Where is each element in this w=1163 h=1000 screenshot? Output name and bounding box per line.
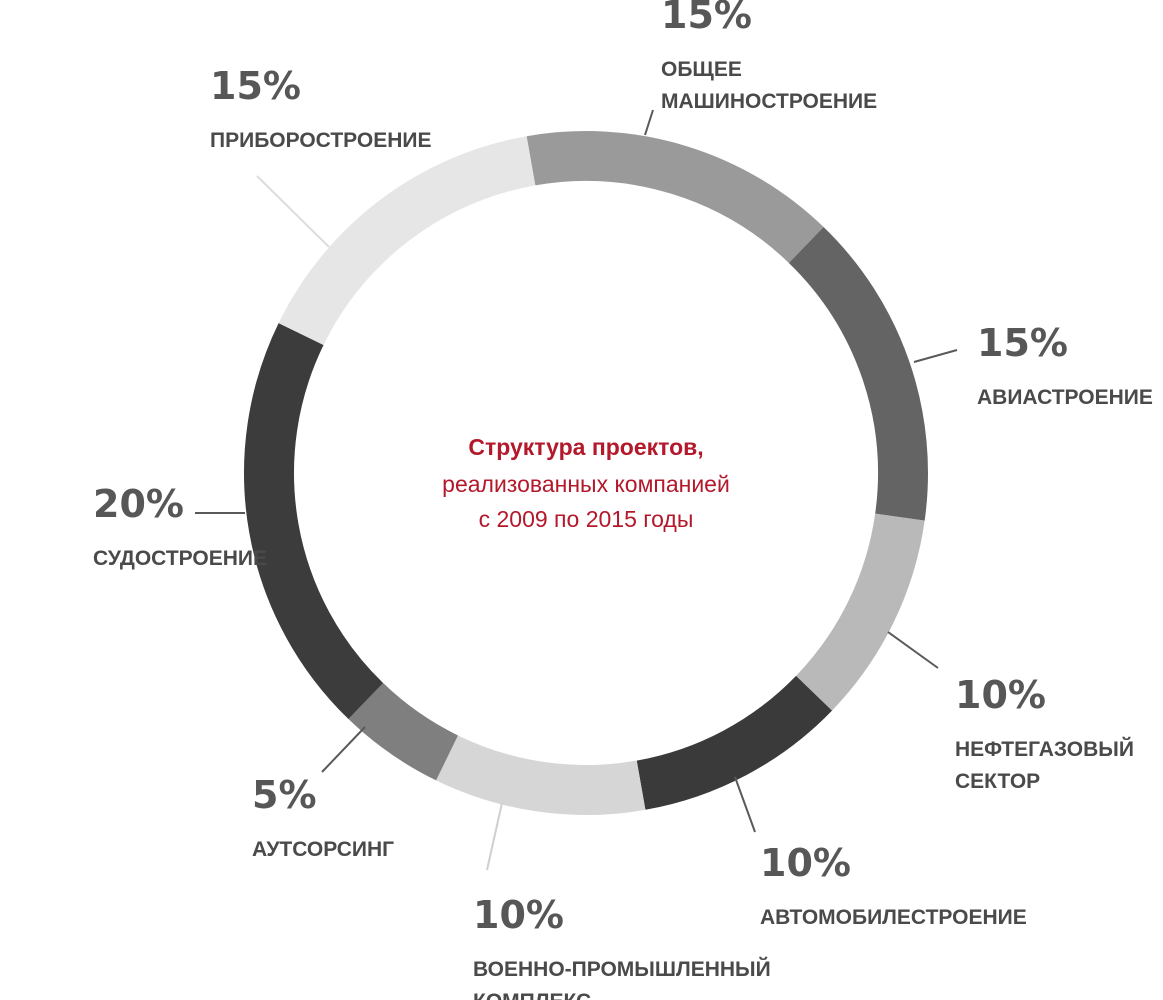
slice-label-1: 15% ОБЩЕЕ МАШИНОСТРОЕНИЕ — [661, 0, 877, 113]
slice-value-label: 10% — [760, 841, 851, 885]
slice-category-label: ОБЩЕЕ — [661, 58, 742, 81]
donut-ring — [244, 131, 928, 815]
slice-label-7: 20% СУДОСТРОЕНИЕ — [93, 482, 267, 570]
slice-label-2: 15% АВИАСТРОЕНИЕ — [977, 321, 1153, 409]
slice-category-label: АУТСОРСИНГ — [252, 838, 394, 861]
slice-label-8: 15% ПРИБОРОСТРОЕНИЕ — [210, 64, 432, 152]
leader-line-3 — [887, 631, 939, 669]
donut-slice-8 — [278, 136, 536, 346]
slice-category-label: АВТОМОБИЛЕСТРОЕНИЕ — [760, 906, 1027, 929]
slice-value-label: 15% — [661, 0, 752, 37]
leader-line-8 — [256, 175, 330, 248]
leader-line-2 — [913, 349, 958, 363]
slice-labels: 15% ОБЩЕЕ МАШИНОСТРОЕНИЕ 15% АВИАСТРОЕНИЕ 10%… — [93, 0, 1153, 1000]
slice-label-3: 10% НЕФТЕГАЗОВЫЙ СЕКТОР — [955, 673, 1134, 793]
slice-value-label: 10% — [473, 893, 564, 937]
donut-slice-2 — [788, 226, 928, 521]
slice-label-4: 10% АВТОМОБИЛЕСТРОЕНИЕ — [760, 841, 1027, 929]
chart-center-text: Структура проектов, реализованных компан… — [442, 434, 730, 532]
chart-title: Структура проектов, — [468, 434, 703, 460]
slice-category-label: ПРИБОРОСТРОЕНИЕ — [210, 129, 432, 152]
donut-slice-5 — [436, 735, 646, 815]
slice-value-label: 15% — [977, 321, 1068, 365]
slice-value-label: 10% — [955, 673, 1046, 717]
slice-label-5: 10% ВОЕННО-ПРОМЫШЛЕННЫЙ КОМПЛЕКС — [473, 893, 771, 1000]
slice-category-label: МАШИНОСТРОЕНИЕ — [661, 90, 877, 113]
leader-line-5 — [486, 802, 503, 871]
chart-subtitle-line-2: с 2009 по 2015 годы — [479, 506, 694, 532]
leader-line-4 — [734, 776, 756, 833]
chart-subtitle-line-1: реализованных компанией — [442, 471, 730, 497]
donut-slice-6 — [348, 682, 459, 781]
slice-category-label: КОМПЛЕКС — [473, 990, 591, 1000]
donut-slice-1 — [526, 131, 824, 264]
slice-value-label: 15% — [210, 64, 301, 108]
slice-category-label: ВОЕННО-ПРОМЫШЛЕННЫЙ — [473, 957, 771, 981]
slice-label-6: 5% АУТСОРСИНГ — [252, 773, 394, 861]
leader-line-6 — [321, 726, 366, 773]
donut-slice-4 — [636, 675, 833, 810]
slice-category-label: НЕФТЕГАЗОВЫЙ — [955, 737, 1134, 761]
slice-value-label: 20% — [93, 482, 184, 526]
slice-category-label: СУДОСТРОЕНИЕ — [93, 547, 267, 570]
slice-category-label: СЕКТОР — [955, 770, 1040, 793]
slice-value-label: 5% — [252, 773, 317, 817]
leader-lines — [195, 109, 958, 871]
leader-line-1 — [644, 109, 654, 136]
slice-category-label: АВИАСТРОЕНИЕ — [977, 386, 1153, 409]
donut-slice-3 — [795, 513, 925, 711]
donut-slice-7 — [244, 323, 384, 720]
